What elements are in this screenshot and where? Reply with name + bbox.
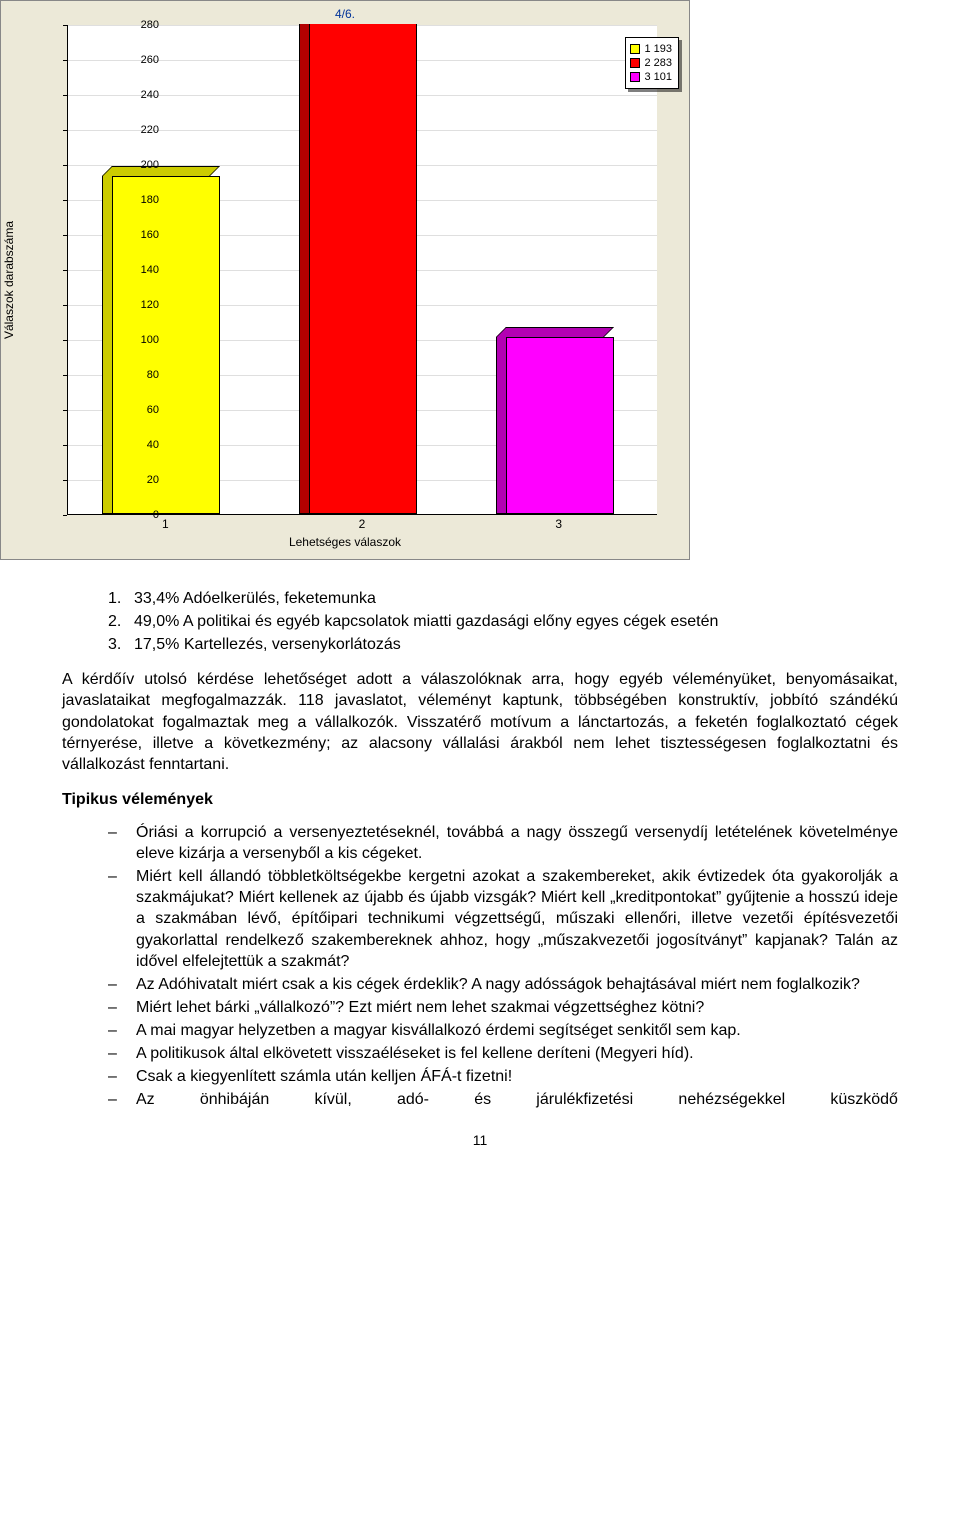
section-heading: Tipikus vélemények (62, 789, 898, 810)
bullet-text: A politikusok által elkövetett visszaélé… (136, 1043, 898, 1064)
bullet-text: A mai magyar helyzetben a magyar kisváll… (136, 1020, 898, 1041)
x-tick-label: 2 (359, 517, 366, 531)
y-tick-label: 20 (133, 474, 159, 486)
list-item: 2.49,0% A politikai és egyéb kapcsolatok… (108, 611, 898, 632)
bullet-text: Óriási a korrupció a versenyeztetéseknél… (136, 822, 898, 864)
legend-row: 1 193 (630, 42, 672, 56)
y-tick-label: 220 (133, 124, 159, 136)
bullet-item: –Miért lehet bárki „vállalkozó”? Ezt mié… (108, 997, 898, 1018)
x-tick-label: 3 (555, 517, 562, 531)
y-tick-mark (63, 375, 67, 376)
bullet-text: Az Adóhivatalt miért csak a kis cégek ér… (136, 974, 898, 995)
bar (309, 24, 417, 514)
bullet-dash: – (108, 1043, 136, 1064)
bullet-text: Miért kell állandó többletköltségekbe ke… (136, 866, 898, 972)
y-tick-label: 100 (133, 334, 159, 346)
y-tick-label: 260 (133, 54, 159, 66)
list-item: 1.33,4% Adóelkerülés, feketemunka (108, 588, 898, 609)
bullet-dash: – (108, 1089, 136, 1110)
bullet-dash: – (108, 822, 136, 864)
chart-title: 4/6. (335, 7, 355, 21)
y-tick-mark (63, 515, 67, 516)
list-item: 3.17,5% Kartellezés, versenykorlátozás (108, 634, 898, 655)
bullet-text: Csak a kiegyenlített számla után kelljen… (136, 1066, 898, 1087)
bullet-item: –Csak a kiegyenlített számla után kellje… (108, 1066, 898, 1087)
list-text: 49,0% A politikai és egyéb kapcsolatok m… (134, 611, 718, 632)
chart-legend: 1 1932 2833 101 (625, 37, 679, 89)
y-tick-mark (63, 200, 67, 201)
document-body: 1.33,4% Adóelkerülés, feketemunka2.49,0%… (0, 560, 960, 1110)
bullet-dash: – (108, 1066, 136, 1087)
legend-swatch (630, 72, 640, 82)
bar (112, 176, 220, 514)
y-tick-mark (63, 60, 67, 61)
bullet-text: Miért lehet bárki „vállalkozó”? Ezt miér… (136, 997, 898, 1018)
legend-swatch (630, 44, 640, 54)
bar-chart: 4/6. Válaszok darabszáma Lehetséges vála… (0, 0, 690, 560)
bar-top (496, 327, 614, 337)
y-tick-mark (63, 410, 67, 411)
bullet-item: –Az Adóhivatalt miért csak a kis cégek é… (108, 974, 898, 995)
bullet-dash: – (108, 866, 136, 972)
x-tick-label: 1 (162, 517, 169, 531)
legend-swatch (630, 58, 640, 68)
y-tick-label: 280 (133, 19, 159, 31)
y-tick-mark (63, 270, 67, 271)
bullet-list: –Óriási a korrupció a versenyeztetésekné… (62, 822, 898, 1110)
bar-side (299, 24, 309, 514)
bar-side (102, 176, 112, 514)
legend-label: 1 193 (644, 42, 672, 56)
legend-row: 2 283 (630, 56, 672, 70)
x-axis-label: Lehetséges válaszok (289, 535, 401, 549)
bullet-dash: – (108, 974, 136, 995)
y-tick-label: 240 (133, 89, 159, 101)
bullet-dash: – (108, 1020, 136, 1041)
y-axis-label: Válaszok darabszáma (2, 221, 16, 339)
y-tick-mark (63, 130, 67, 131)
bar-top (102, 166, 220, 176)
y-tick-mark (63, 340, 67, 341)
y-tick-label: 160 (133, 229, 159, 241)
legend-row: 3 101 (630, 70, 672, 84)
bar (506, 337, 614, 514)
y-tick-mark (63, 445, 67, 446)
y-tick-label: 120 (133, 299, 159, 311)
y-tick-mark (63, 165, 67, 166)
y-tick-label: 140 (133, 264, 159, 276)
y-tick-mark (63, 95, 67, 96)
bullet-item: –Óriási a korrupció a versenyeztetésekné… (108, 822, 898, 864)
y-tick-mark (63, 480, 67, 481)
paragraph: A kérdőív utolsó kérdése lehetőséget ado… (62, 669, 898, 775)
y-tick-mark (63, 305, 67, 306)
bullet-item: –A politikusok által elkövetett visszaél… (108, 1043, 898, 1064)
y-tick-label: 80 (133, 369, 159, 381)
list-number: 1. (108, 588, 134, 609)
y-tick-label: 40 (133, 439, 159, 451)
y-tick-label: 60 (133, 404, 159, 416)
y-tick-mark (63, 235, 67, 236)
bullet-dash: – (108, 997, 136, 1018)
y-tick-label: 0 (133, 509, 159, 521)
list-number: 2. (108, 611, 134, 632)
legend-label: 3 101 (644, 70, 672, 84)
bullet-item: –Miért kell állandó többletköltségekbe k… (108, 866, 898, 972)
y-tick-mark (63, 25, 67, 26)
page-number: 11 (0, 1132, 960, 1168)
y-tick-label: 180 (133, 194, 159, 206)
bullet-item: –Azönhibájánkívül,adó-ésjárulékfizetésin… (108, 1089, 898, 1110)
list-text: 33,4% Adóelkerülés, feketemunka (134, 588, 376, 609)
list-number: 3. (108, 634, 134, 655)
legend-label: 2 283 (644, 56, 672, 70)
y-tick-label: 200 (133, 159, 159, 171)
bullet-item: –A mai magyar helyzetben a magyar kisvál… (108, 1020, 898, 1041)
list-text: 17,5% Kartellezés, versenykorlátozás (134, 634, 401, 655)
numbered-list: 1.33,4% Adóelkerülés, feketemunka2.49,0%… (62, 588, 898, 655)
bullet-text: Azönhibájánkívül,adó-ésjárulékfizetésine… (136, 1089, 898, 1110)
bar-side (496, 337, 506, 514)
